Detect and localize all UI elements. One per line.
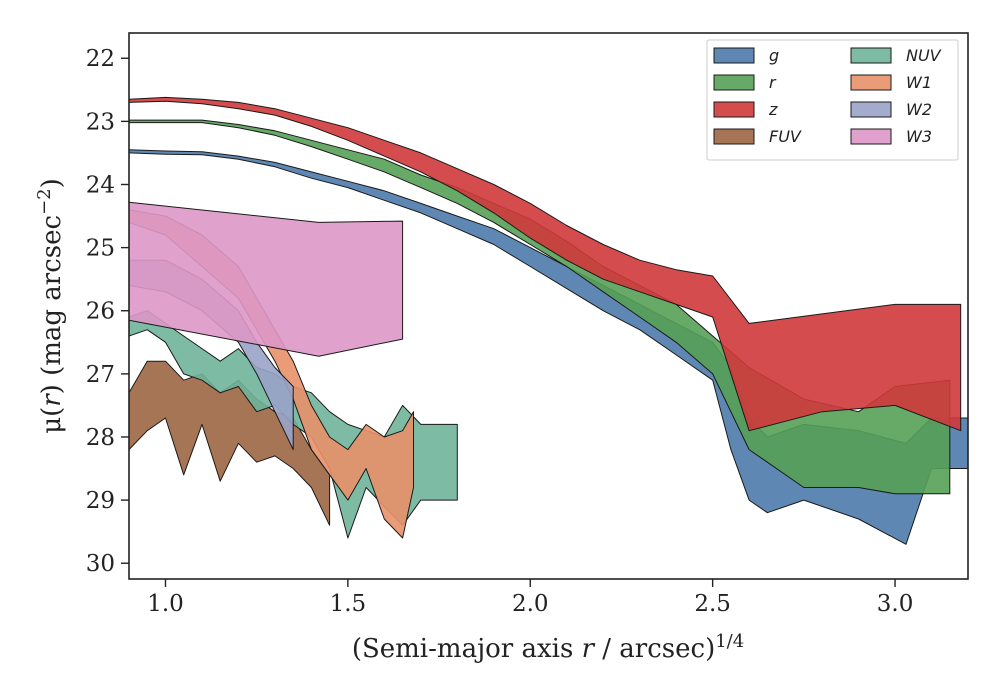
legend-swatch-nuv — [850, 47, 892, 64]
y-tick-label: 23 — [86, 109, 115, 135]
legend-swatch-w1 — [850, 74, 892, 91]
y-tick-label: 27 — [86, 362, 115, 388]
y-tick-label: 28 — [86, 425, 115, 451]
y-tick-label: 24 — [86, 172, 115, 198]
legend-label-w1: W1 — [906, 73, 932, 92]
legend-label-nuv: NUV — [906, 46, 942, 65]
legend-label-r: r — [769, 73, 777, 92]
y-ticks: 22 23 24 25 26 27 28 29 30 — [86, 46, 129, 577]
y-tick-label: 29 — [86, 488, 115, 514]
x-tick-label: 1.0 — [147, 591, 184, 617]
series-layer — [129, 96, 968, 545]
y-tick-label: 25 — [86, 236, 115, 262]
x-tick-label: 2.0 — [512, 591, 549, 617]
y-tick-label: 26 — [86, 299, 115, 325]
legend-swatch-g — [713, 47, 755, 64]
y-tick-label: 30 — [86, 551, 115, 577]
series-band-z — [129, 96, 962, 432]
legend-label-fuv: FUV — [769, 127, 802, 146]
legend-swatch-w3 — [850, 128, 892, 145]
legend-swatch-z — [713, 101, 755, 118]
legend: grz FUV NUV W1 W2 W3 — [706, 39, 959, 161]
legend-label-z: z — [768, 100, 778, 119]
legend-label-w3: W3 — [906, 127, 932, 146]
plot-frame — [128, 32, 969, 580]
x-tick-label: 3.0 — [877, 591, 914, 617]
legend-swatch-fuv — [713, 128, 755, 145]
legend-box — [706, 39, 959, 161]
x-tick-label: 1.5 — [330, 591, 367, 617]
legend-swatch-w2 — [850, 101, 892, 118]
x-axis-label: (Semi-major axis r / arcsec)1/4 — [352, 631, 744, 664]
x-ticks: 1.0 1.5 2.0 2.5 3.0 — [147, 579, 913, 617]
series-band-w3 — [129, 201, 404, 357]
legend-label-g: g — [769, 46, 779, 65]
x-tick-label: 2.5 — [694, 591, 731, 617]
legend-swatch-r — [713, 74, 755, 91]
legend-label-w2: W2 — [906, 100, 932, 119]
y-axis-label: μ(r) (mag arcsec−2) — [34, 178, 67, 434]
y-tick-label: 22 — [86, 46, 115, 72]
